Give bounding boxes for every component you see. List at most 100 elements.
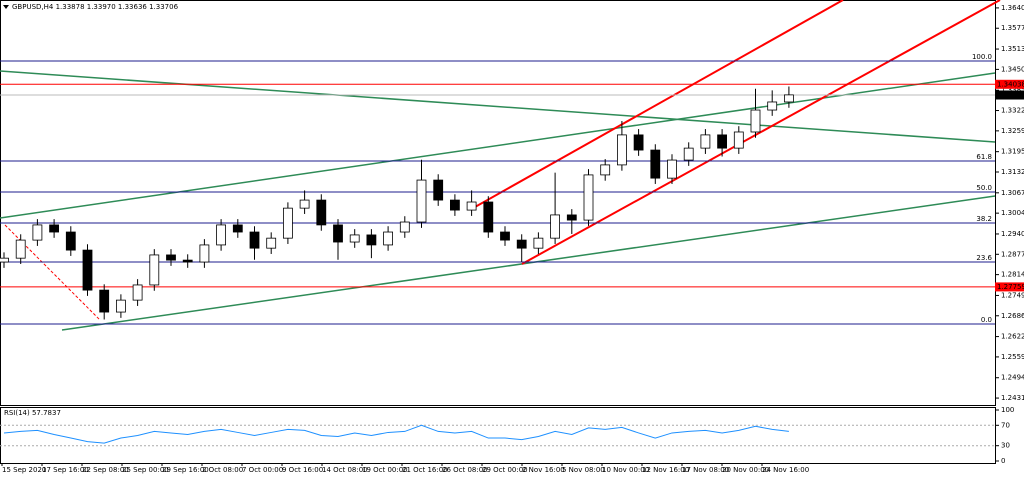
- y-tick-label: 1.35775: [1001, 24, 1024, 32]
- candle-body: [750, 109, 761, 133]
- y-tick-label: 1.34500: [1001, 65, 1024, 73]
- candle-body: [32, 224, 43, 241]
- trend-line: [0, 70, 996, 143]
- candle-body: [49, 224, 59, 233]
- candle-body: [349, 234, 360, 243]
- candle-body: [282, 207, 293, 239]
- candle-body: [466, 201, 477, 211]
- x-tick-label: 21 Oct 16:00: [402, 466, 448, 474]
- x-tick-label: 7 Oct 00:00: [242, 466, 283, 474]
- candle-body: [566, 214, 577, 221]
- y-tick-label: 1.28770: [1001, 250, 1024, 258]
- x-tick-label: 22 Sep 08:00: [82, 466, 129, 474]
- candle-body: [116, 299, 126, 313]
- trend-line: [61, 195, 996, 331]
- price-tag-label: 1.34038: [997, 80, 1024, 88]
- candle-body: [583, 174, 594, 221]
- candle-body: [99, 289, 110, 313]
- candle-body: [633, 134, 644, 151]
- y-tick-label: 1.30045: [1001, 209, 1024, 217]
- candle-body: [383, 231, 394, 246]
- rsi-line: [3, 424, 789, 444]
- candle-body: [683, 147, 694, 161]
- fib-label: 0.0: [981, 316, 992, 324]
- candle-body: [366, 234, 377, 246]
- candle-body: [266, 237, 277, 249]
- main-panel: [0, 0, 996, 406]
- candle-body: [733, 131, 744, 149]
- y-tick-label: 1.31950: [1001, 148, 1024, 156]
- rsi-tick-label: 100: [1001, 406, 1014, 414]
- y-tick-label: 1.26220: [1001, 333, 1024, 341]
- candle-body: [717, 134, 727, 149]
- candle-body: [15, 239, 26, 259]
- x-tick-label: 2 Nov 16:00: [522, 466, 565, 474]
- rsi-label: RSI(14) 57.7837: [4, 409, 61, 417]
- candle-body: [166, 254, 176, 261]
- y-tick-label: 1.33855: [1001, 86, 1024, 94]
- candle-body: [617, 134, 627, 166]
- x-tick-label: 25 Sep 00:00: [122, 466, 169, 474]
- candle-body: [82, 249, 93, 291]
- x-tick-label: 2 Oct 08:00: [202, 466, 243, 474]
- candle-body: [433, 179, 444, 201]
- menu-arrow: [3, 5, 9, 9]
- y-tick-label: 1.35130: [1001, 45, 1024, 53]
- candle-body: [216, 224, 227, 246]
- channel-line: [521, 0, 1001, 265]
- x-tick-label: 14 Oct 08:00: [322, 466, 368, 474]
- rsi-tick-label: 0: [1001, 457, 1005, 465]
- candle-body: [199, 244, 210, 263]
- trend-line: [0, 72, 996, 219]
- candle-body: [516, 239, 527, 249]
- candle-body: [449, 199, 460, 211]
- price-tag: [995, 282, 1024, 292]
- candle-body: [65, 231, 76, 251]
- candle-body: [784, 94, 794, 103]
- rsi-tick-label: 30: [1001, 442, 1010, 450]
- x-tick-label: 24 Nov 16:00: [762, 466, 809, 474]
- fib-label: 100.0: [972, 53, 992, 61]
- x-tick-label: 15 Sep 2020: [2, 466, 46, 474]
- candle-body: [667, 159, 677, 179]
- price-tag: [995, 90, 1024, 100]
- candle-body: [299, 199, 310, 209]
- price-tag: [995, 79, 1024, 89]
- candle-body: [333, 224, 343, 243]
- candle-body: [232, 224, 243, 233]
- y-tick-label: 1.24315: [1001, 394, 1024, 402]
- candle-body: [767, 101, 778, 111]
- candle-body: [182, 259, 193, 263]
- fib-label: 38.2: [976, 215, 992, 223]
- y-tick-label: 1.32595: [1001, 127, 1024, 135]
- y-tick-label: 1.28140: [1001, 271, 1024, 279]
- fib-label: 61.8: [976, 153, 992, 161]
- x-tick-label: 17 Sep 16:00: [42, 466, 89, 474]
- y-tick-label: 1.24945: [1001, 374, 1024, 382]
- y-tick-label: 1.25590: [1001, 353, 1024, 361]
- x-tick-label: 20 Nov 00:00: [722, 466, 769, 474]
- y-tick-label: 1.29400: [1001, 230, 1024, 238]
- trend-lines: [0, 0, 1001, 331]
- rsi-tick-label: 70: [1001, 421, 1010, 429]
- candle-body: [700, 134, 711, 149]
- x-tick-label: 17 Nov 08:00: [682, 466, 729, 474]
- channel-line: [474, 0, 844, 208]
- y-tick-label: 1.30675: [1001, 189, 1024, 197]
- candle-body: [416, 179, 427, 223]
- fib-label: 23.6: [976, 254, 992, 262]
- candle-body: [500, 231, 510, 241]
- y-tick-label: 1.26865: [1001, 312, 1024, 320]
- candle-body: [249, 231, 260, 249]
- y-tick-label: 1.33225: [1001, 107, 1024, 115]
- candle-body: [149, 254, 160, 286]
- x-tick-label: 29 Sep 16:00: [162, 466, 209, 474]
- candle-body: [483, 201, 494, 233]
- price-tag-label: 1.27759: [997, 283, 1024, 291]
- y-tick-label: 1.27495: [1001, 291, 1024, 299]
- candle-body: [0, 257, 9, 263]
- price-tag-label: 1.33706: [997, 91, 1024, 99]
- x-tick-label: 9 Oct 16:00: [282, 466, 323, 474]
- candle-body: [399, 221, 410, 233]
